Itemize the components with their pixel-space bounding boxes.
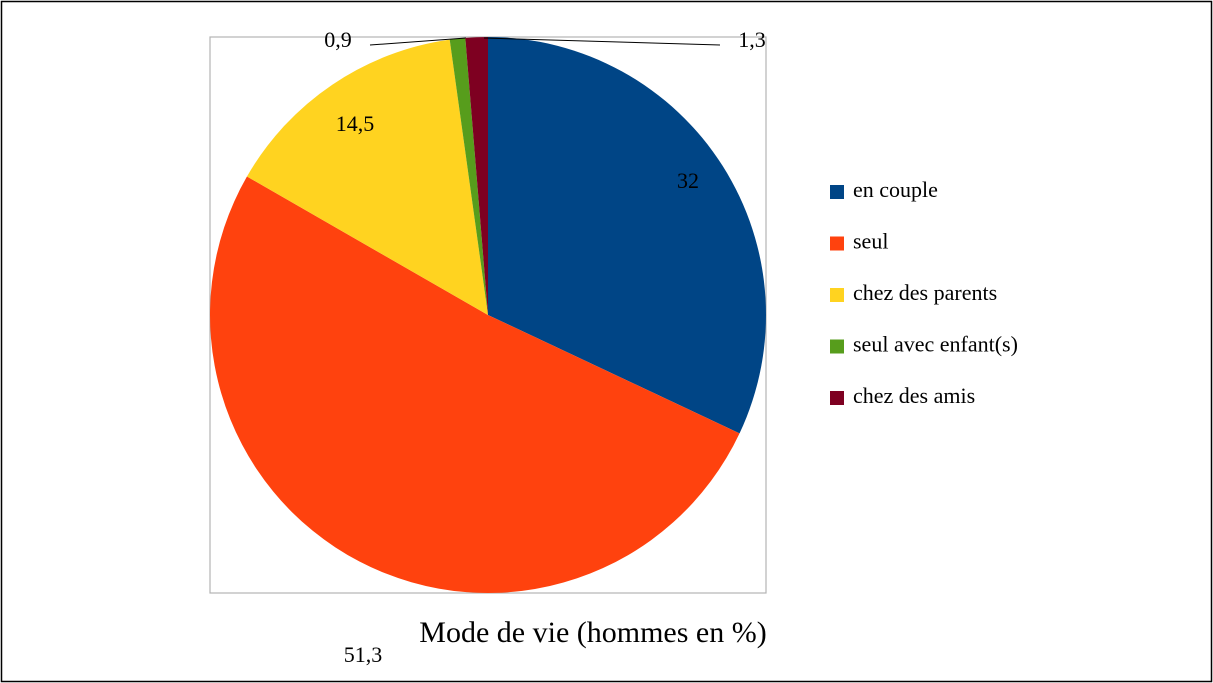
legend-label: seul	[853, 229, 888, 254]
pie-slice	[210, 176, 740, 593]
legend-label: chez des parents	[853, 280, 997, 305]
legend-swatch	[830, 185, 844, 199]
pie-slice	[246, 39, 488, 315]
legend-swatch	[830, 339, 844, 354]
legend-label: seul avec enfant(s)	[853, 332, 1018, 357]
leader-line	[369, 37, 467, 46]
pie-slice	[465, 37, 488, 315]
pie-slice	[449, 37, 488, 315]
legend-swatch	[830, 236, 844, 251]
data-label: 0,9	[324, 27, 352, 52]
data-label: 32	[677, 168, 699, 193]
data-label: 14,5	[336, 111, 375, 136]
legend-label: en couple	[853, 177, 938, 202]
legend-swatch	[830, 288, 844, 302]
data-label: 51,3	[344, 642, 383, 667]
pie-slice	[488, 37, 766, 434]
legend-swatch	[830, 391, 844, 405]
legend-label: chez des amis	[853, 383, 975, 408]
leader-line	[483, 37, 721, 46]
data-label: 1,3	[738, 27, 766, 52]
chart-title: Mode de vie (hommes en %)	[419, 616, 766, 649]
